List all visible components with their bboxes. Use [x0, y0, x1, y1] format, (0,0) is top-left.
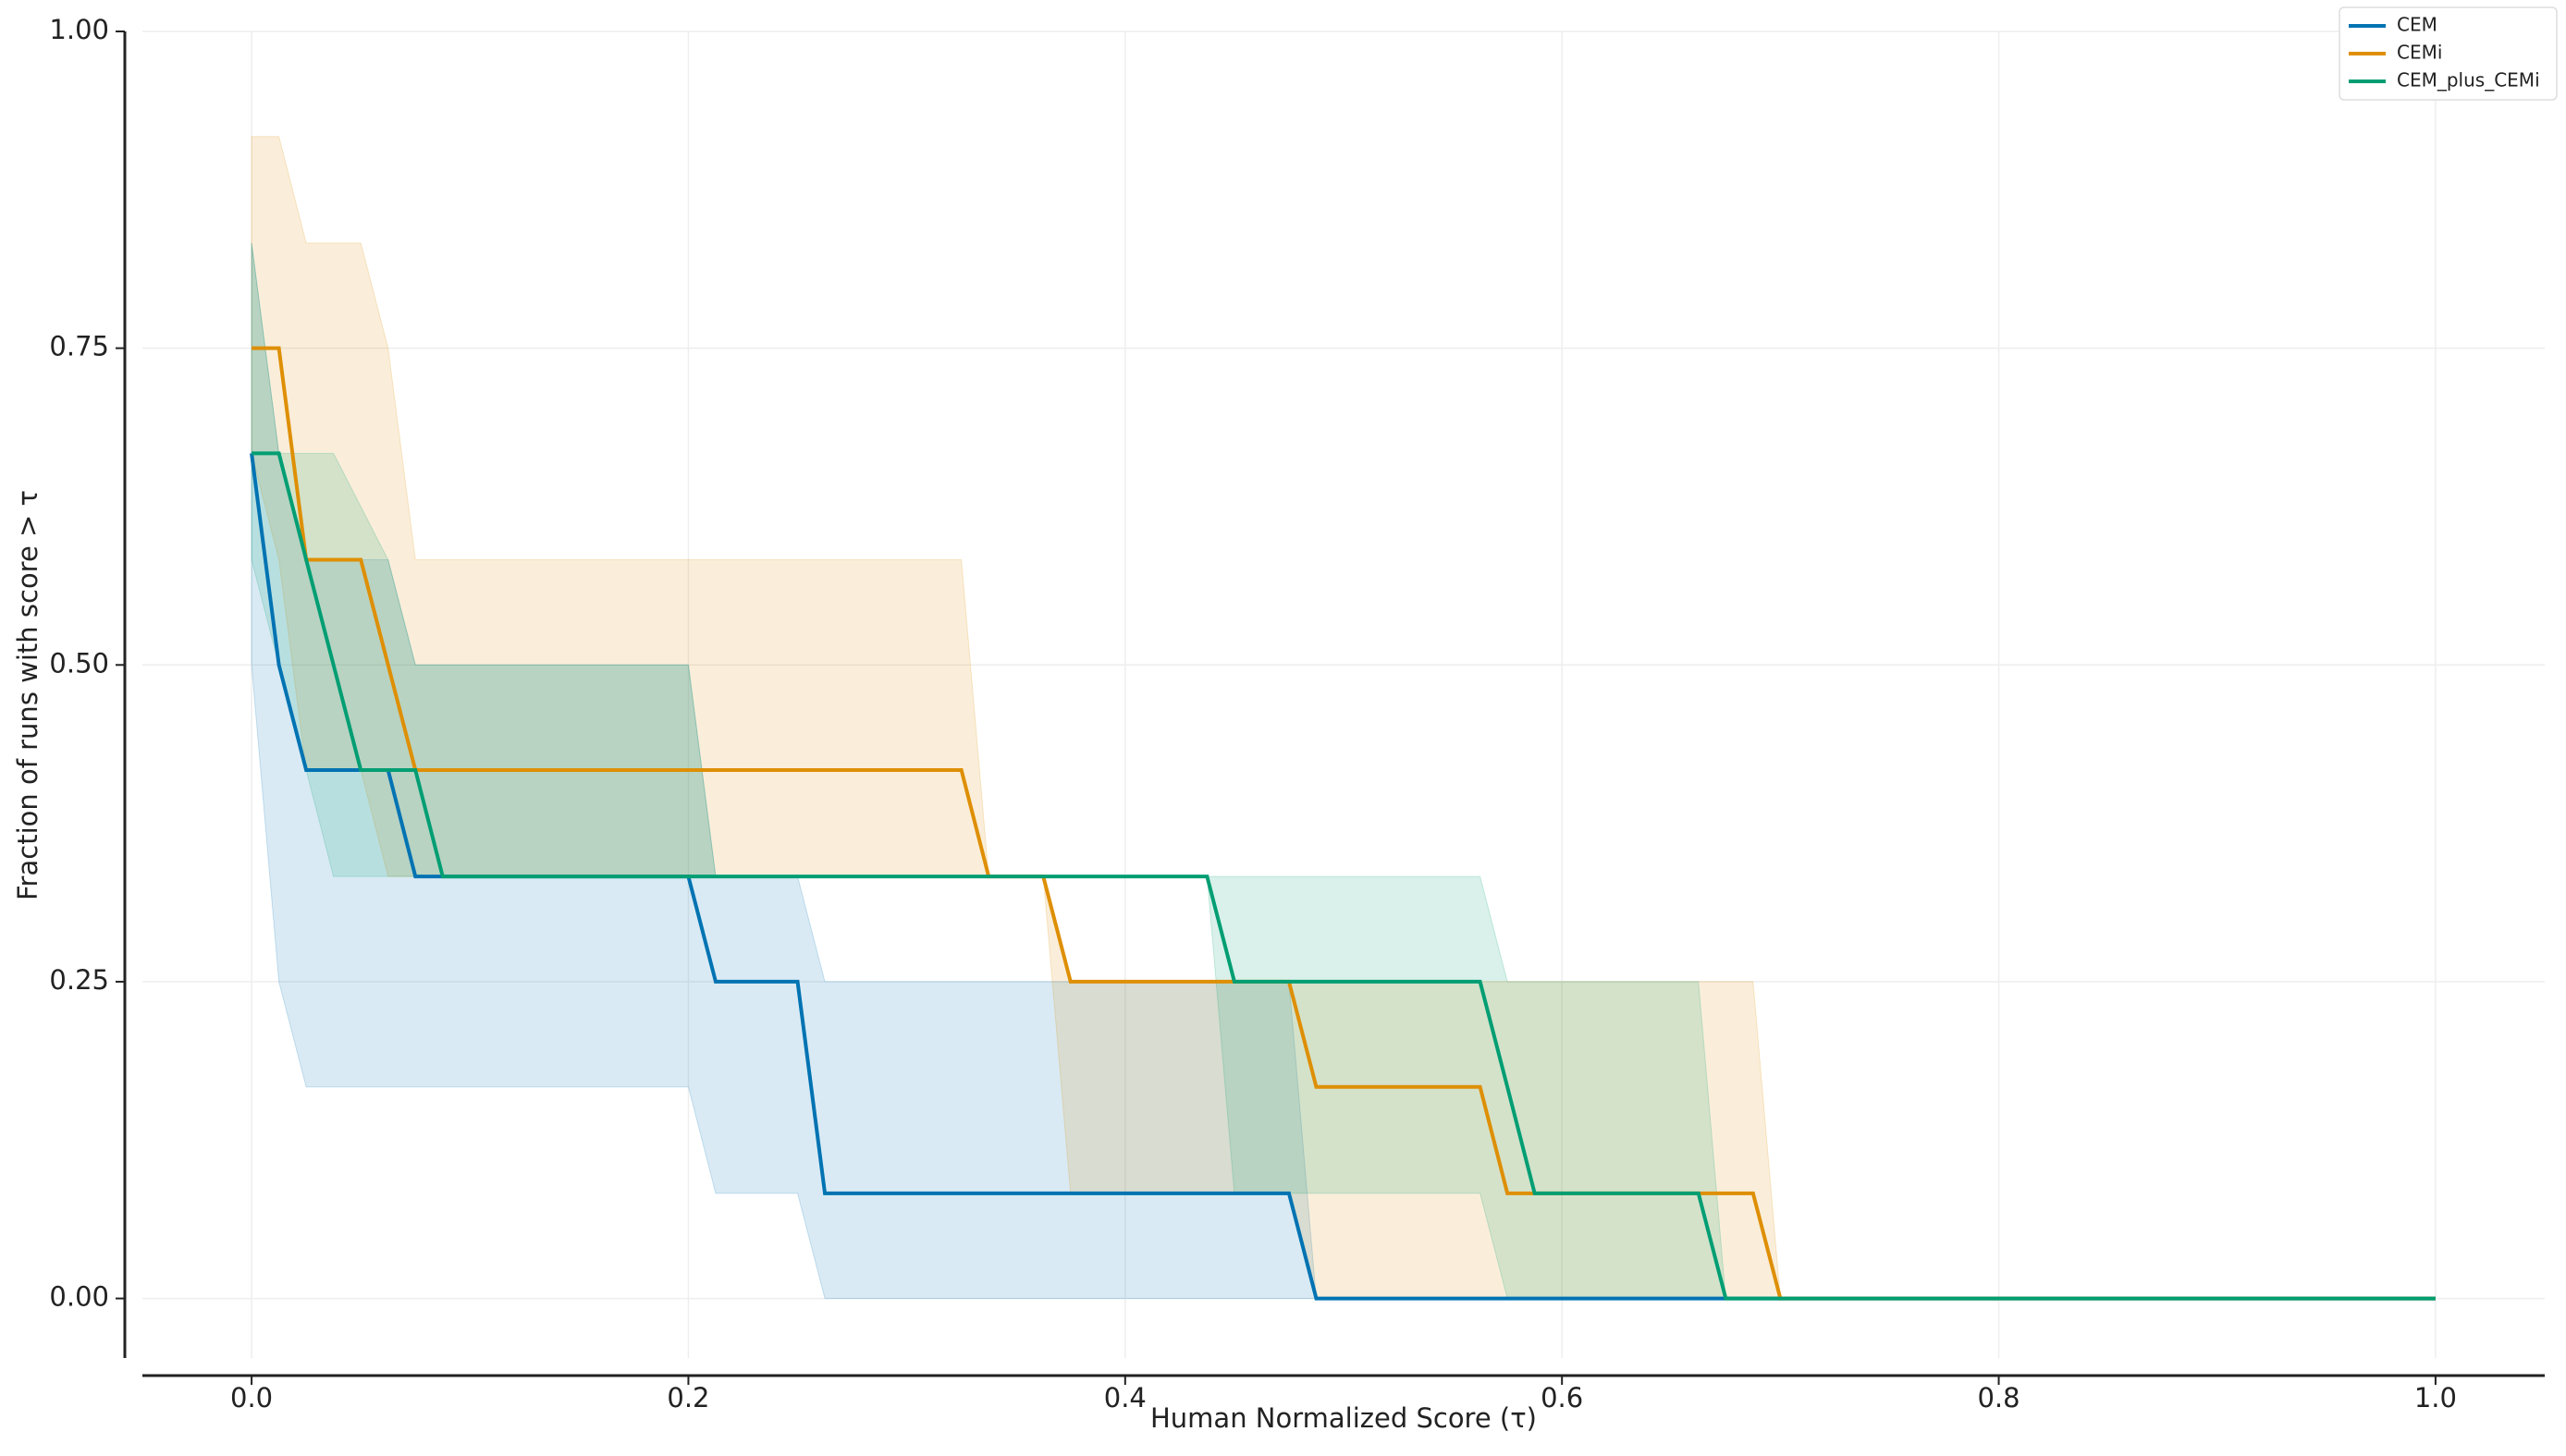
legend-box: [2339, 6, 2558, 101]
x-tick-label: 0.4: [1104, 1382, 1147, 1413]
legend-label: CEM: [2397, 14, 2437, 36]
x-tick-label: 0.6: [1541, 1382, 1583, 1413]
legend-label: CEMi: [2397, 42, 2442, 64]
y-tick-label: 0.75: [49, 331, 109, 362]
x-tick-label: 0.2: [667, 1382, 709, 1413]
y-axis-label: Fraction of runs with score > τ: [12, 490, 43, 900]
x-tick-label: 0.8: [1977, 1382, 2020, 1413]
series-line: [252, 451, 2436, 1301]
legend-label: CEM_plus_CEMi: [2397, 69, 2540, 92]
legend: CEM CEMi CEM_plus_CEMi: [2339, 6, 2558, 101]
x-tick-label: 0.0: [230, 1382, 273, 1413]
y-tick-label: 0.25: [49, 964, 109, 996]
x-tick-label: 1.0: [2414, 1382, 2457, 1413]
y-tick-label: 1.00: [49, 14, 109, 45]
y-tick-label: 0.50: [49, 647, 109, 679]
x-axis-label: Human Normalized Score (τ): [1150, 1402, 1537, 1434]
y-tick-label: 0.00: [49, 1281, 109, 1313]
